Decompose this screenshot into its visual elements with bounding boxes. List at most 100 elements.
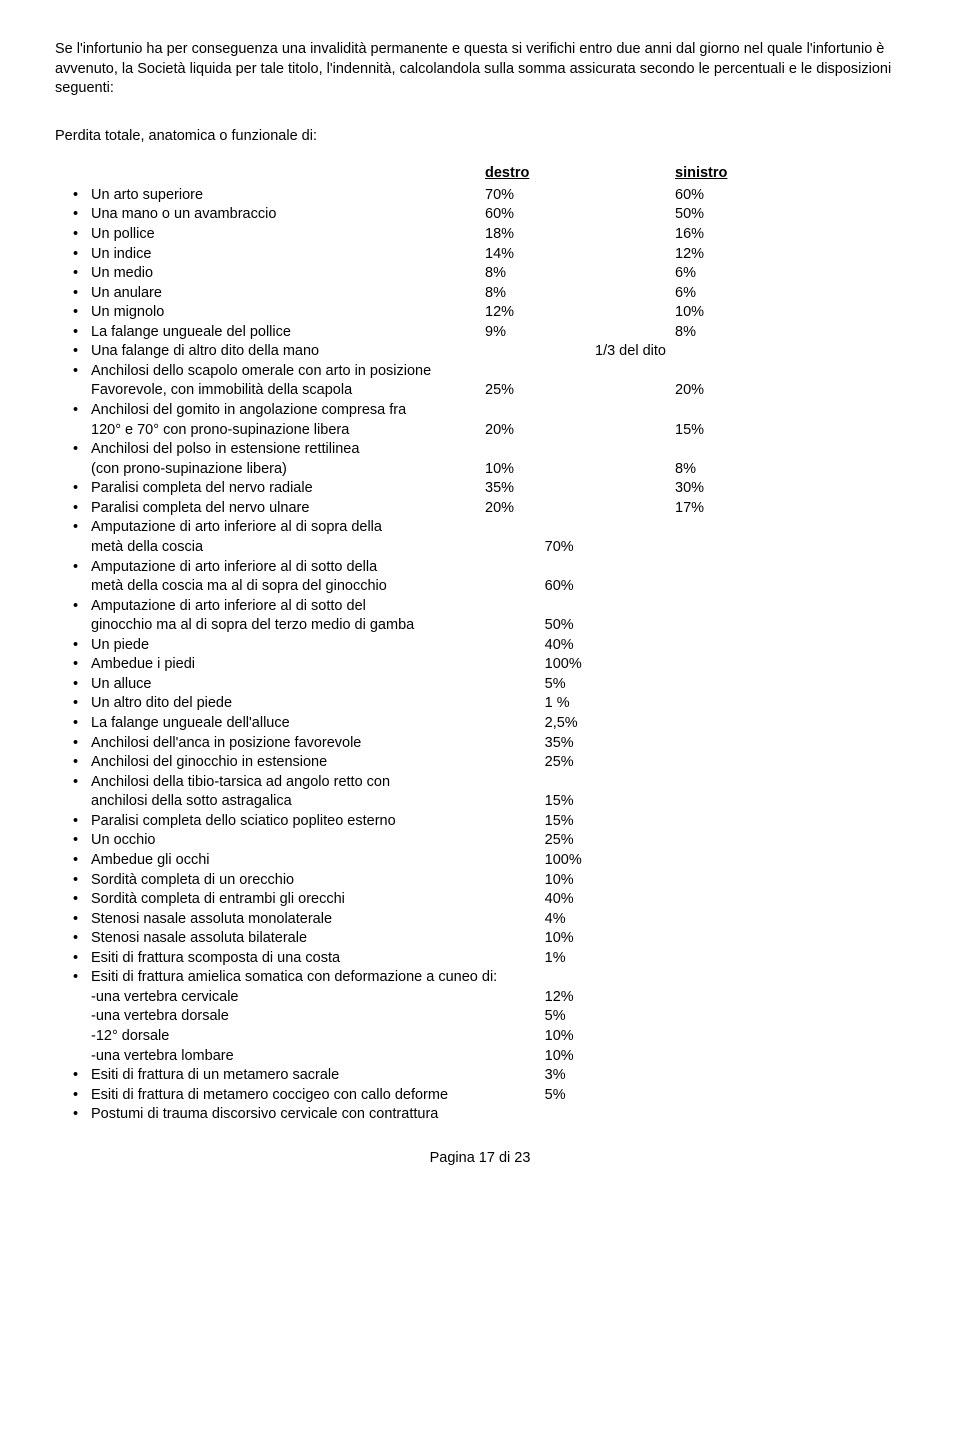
value-single: 35%	[465, 734, 905, 754]
list-item: Un piede40%	[55, 636, 905, 656]
value-single: 60%	[465, 577, 905, 597]
value-single: 15%	[465, 792, 905, 812]
list-item: Un indice14%12%	[55, 245, 905, 265]
value-destro: 18%	[485, 225, 675, 245]
value-single: 25%	[465, 753, 905, 773]
value-sinistro: 8%	[675, 323, 865, 343]
item-label: Anchilosi dell'anca in posizione favorev…	[91, 734, 465, 754]
value-single: 12%	[465, 988, 905, 1008]
list-subline: -una vertebra lombare10%	[55, 1047, 905, 1067]
value-single: 2,5%	[465, 714, 905, 734]
item-label: Esiti di frattura di un metamero sacrale	[91, 1066, 465, 1086]
list-item: Stenosi nasale assoluta monolaterale4%	[55, 910, 905, 930]
value-destro: 14%	[485, 245, 675, 265]
list-item: Amputazione di arto inferiore al di sopr…	[55, 518, 905, 538]
item-label: Anchilosi del polso in estensione rettil…	[91, 441, 359, 457]
value-single: 5%	[465, 1086, 905, 1106]
item-label: Un anulare	[91, 284, 485, 304]
intro-paragraph: Se l'infortunio ha per conseguenza una i…	[55, 40, 905, 99]
value-single: 25%	[465, 831, 905, 851]
value-sinistro: 60%	[675, 186, 865, 206]
list-item: Sordità completa di entrambi gli orecchi…	[55, 890, 905, 910]
item-label: Sordità completa di un orecchio	[91, 871, 465, 891]
list-item: Un occhio25%	[55, 831, 905, 851]
item-label: Favorevole, con immobilità della scapola	[91, 381, 485, 401]
header-destro: destro	[485, 164, 675, 184]
list-item: Paralisi completa del nervo ulnare20%17%	[55, 499, 905, 519]
value-destro: 20%	[485, 499, 675, 519]
item-label: Un indice	[91, 245, 485, 265]
list-item: Una falange di altro dito della mano1/3 …	[55, 342, 905, 362]
item-label: Anchilosi della tibio-tarsica ad angolo …	[91, 774, 390, 790]
item-label: -12° dorsale	[91, 1027, 465, 1047]
value-destro: 12%	[485, 303, 675, 323]
item-label: Un altro dito del piede	[91, 694, 465, 714]
value-single: 3%	[465, 1066, 905, 1086]
list-item: Esiti di frattura scomposta di una costa…	[55, 949, 905, 969]
value-single: 10%	[465, 1047, 905, 1067]
item-label: Un mignolo	[91, 303, 485, 323]
item-label: Esiti di frattura scomposta di una costa	[91, 949, 465, 969]
item-label: (con prono-supinazione libera)	[91, 460, 485, 480]
value-single: 5%	[465, 1007, 905, 1027]
value-destro: 25%	[485, 381, 675, 401]
item-label: Anchilosi dello scapolo omerale con arto…	[91, 363, 431, 379]
item-label: 120° e 70° con prono-supinazione libera	[91, 421, 485, 441]
item-label: La falange ungueale del pollice	[91, 323, 485, 343]
value-single: 100%	[465, 655, 905, 675]
value-sinistro: 12%	[675, 245, 865, 265]
list-item: Un medio8%6%	[55, 264, 905, 284]
item-label: Esiti di frattura di metamero coccigeo c…	[91, 1086, 465, 1106]
list-subline: metà della coscia ma al di sopra del gin…	[55, 577, 905, 597]
page-footer: Pagina 17 di 23	[55, 1149, 905, 1169]
list-subline: 120° e 70° con prono-supinazione libera2…	[55, 421, 905, 441]
item-label: metà della coscia ma al di sopra del gin…	[91, 577, 465, 597]
value-sinistro: 16%	[675, 225, 865, 245]
item-label: anchilosi della sotto astragalica	[91, 792, 465, 812]
item-label: -una vertebra lombare	[91, 1047, 465, 1067]
list-item: Un alluce5%	[55, 675, 905, 695]
table-header: destro sinistro	[55, 164, 905, 184]
item-label: Paralisi completa del nervo ulnare	[91, 499, 485, 519]
list-item: Un anulare8%6%	[55, 284, 905, 304]
list-item: Una mano o un avambraccio60%50%	[55, 205, 905, 225]
value-single: 1 %	[465, 694, 905, 714]
value-single: 10%	[465, 871, 905, 891]
item-label: La falange ungueale dell'alluce	[91, 714, 465, 734]
value-sinistro: 6%	[675, 264, 865, 284]
item-label: ginocchio ma al di sopra del terzo medio…	[91, 616, 465, 636]
value-single: 40%	[465, 890, 905, 910]
item-label: Esiti di frattura amielica somatica con …	[91, 969, 497, 985]
value-single: 5%	[465, 675, 905, 695]
value-single: 10%	[465, 1027, 905, 1047]
value-destro: 10%	[485, 460, 675, 480]
item-label: Ambedue i piedi	[91, 655, 465, 675]
value-single: 40%	[465, 636, 905, 656]
value-destro: 35%	[485, 479, 675, 499]
item-label: Amputazione di arto inferiore al di sott…	[91, 598, 366, 614]
list-item: La falange ungueale del pollice9%8%	[55, 323, 905, 343]
item-label: Amputazione di arto inferiore al di sopr…	[91, 519, 382, 535]
list-item: Esiti di frattura di un metamero sacrale…	[55, 1066, 905, 1086]
value-destro: 8%	[485, 284, 675, 304]
list-item: Un pollice18%16%	[55, 225, 905, 245]
item-label: Una mano o un avambraccio	[91, 205, 485, 225]
item-label: Un arto superiore	[91, 186, 485, 206]
item-label: Stenosi nasale assoluta bilaterale	[91, 929, 465, 949]
item-label: Sordità completa di entrambi gli orecchi	[91, 890, 465, 910]
disability-list: Un arto superiore70%60%Una mano o un ava…	[55, 186, 905, 1125]
item-label: metà della coscia	[91, 538, 465, 558]
item-label: Una falange di altro dito della mano	[91, 342, 485, 362]
item-label: -una vertebra cervicale	[91, 988, 465, 1008]
item-label: Un pollice	[91, 225, 485, 245]
list-item: Un mignolo12%10%	[55, 303, 905, 323]
list-subline: anchilosi della sotto astragalica15%	[55, 792, 905, 812]
value-single: 70%	[465, 538, 905, 558]
list-item: Ambedue gli occhi100%	[55, 851, 905, 871]
value-sinistro: 10%	[675, 303, 865, 323]
item-label: Paralisi completa dello sciatico poplite…	[91, 812, 465, 832]
value-sinistro: 20%	[675, 381, 865, 401]
value-sinistro: 6%	[675, 284, 865, 304]
item-label: -una vertebra dorsale	[91, 1007, 465, 1027]
list-item: Un arto superiore70%60%	[55, 186, 905, 206]
